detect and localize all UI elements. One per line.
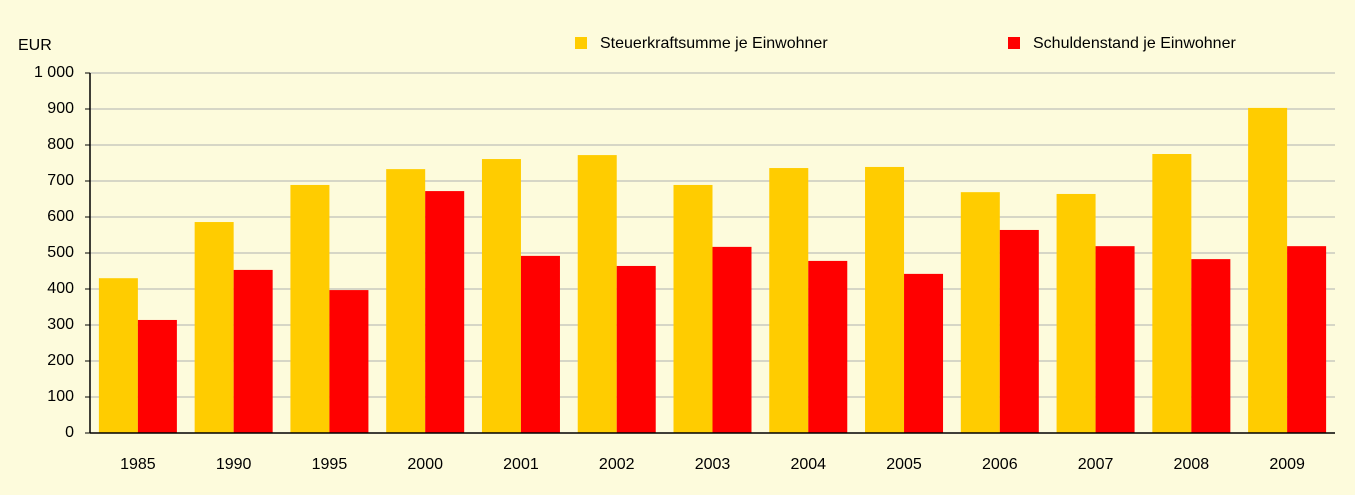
y-tick-label: 200 <box>47 352 74 369</box>
x-tick-label: 2004 <box>790 456 826 473</box>
bar <box>98 278 138 433</box>
y-tick-label: 600 <box>47 208 74 225</box>
bar <box>904 273 944 433</box>
bar <box>960 192 1000 433</box>
y-tick-label: 300 <box>47 316 74 333</box>
y-tick-label: 400 <box>47 280 74 297</box>
bar <box>386 169 426 433</box>
bar <box>137 319 177 433</box>
x-tick-label: 2003 <box>695 456 731 473</box>
bar <box>1248 107 1288 434</box>
x-tick-label: 2001 <box>503 456 539 473</box>
y-tick-label: 500 <box>47 244 74 261</box>
y-tick-label: 700 <box>47 172 74 189</box>
bar <box>577 155 617 433</box>
x-tick-label: 2002 <box>599 456 635 473</box>
bar <box>712 246 752 433</box>
y-tick-label: 800 <box>47 136 74 153</box>
y-tick-label: 1 000 <box>34 64 74 81</box>
x-tick-label: 2009 <box>1269 456 1305 473</box>
bar <box>865 166 905 433</box>
legend-label: Schuldenstand je Einwohner <box>1033 35 1236 52</box>
x-tick-label: 2006 <box>982 456 1018 473</box>
x-tick-label: 2008 <box>1174 456 1210 473</box>
bar <box>808 260 848 433</box>
legend-label: Steuerkraftsumme je Einwohner <box>600 35 828 52</box>
bar <box>1095 246 1135 433</box>
x-tick-label: 2005 <box>886 456 922 473</box>
bar <box>329 290 369 433</box>
bar <box>194 222 234 433</box>
bar <box>520 255 560 433</box>
y-tick-label: 0 <box>65 424 74 441</box>
bar <box>1287 246 1327 433</box>
bar <box>1056 193 1096 433</box>
bar <box>1191 259 1231 433</box>
x-tick-label: 2007 <box>1078 456 1114 473</box>
legend-swatch <box>1008 37 1020 49</box>
bar <box>290 184 330 433</box>
y-axis-label: EUR <box>18 37 52 54</box>
x-tick-label: 2000 <box>407 456 443 473</box>
bar <box>1152 154 1192 433</box>
x-tick-label: 1990 <box>216 456 252 473</box>
y-tick-label: 900 <box>47 100 74 117</box>
x-tick-label: 1995 <box>312 456 348 473</box>
bar <box>233 269 273 433</box>
bar <box>999 229 1039 433</box>
y-tick-label: 100 <box>47 388 74 405</box>
bar <box>616 265 656 433</box>
bar <box>481 159 521 434</box>
bar <box>425 191 465 433</box>
bar <box>769 168 809 434</box>
bar <box>673 184 713 433</box>
x-tick-label: 1985 <box>120 456 156 473</box>
legend-swatch <box>575 37 587 49</box>
